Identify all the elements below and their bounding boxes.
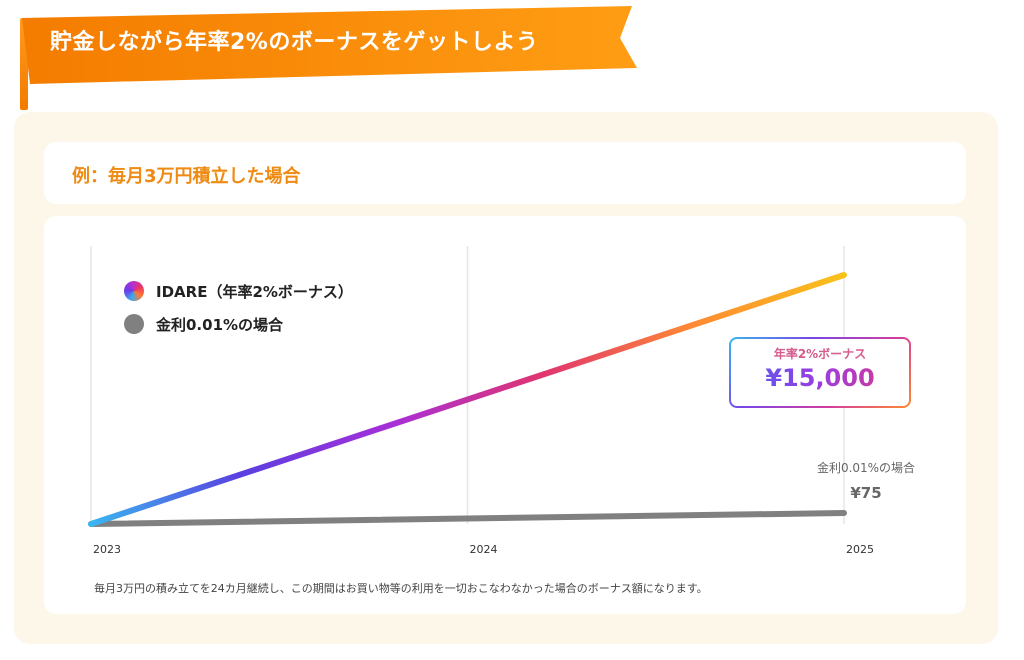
bank-annotation: 金利0.01%の場合 ¥75 bbox=[806, 460, 926, 502]
example-card: 例：毎月3万円積立した場合 bbox=[44, 142, 966, 204]
bank-annotation-label: 金利0.01%の場合 bbox=[816, 461, 916, 475]
chart-legend: IDARE（年率2%ボーナス） 金利0.01%の場合 bbox=[124, 280, 353, 346]
callout-value: ¥15,000 bbox=[731, 363, 909, 393]
callout-label: 年率2%ボーナス bbox=[773, 347, 867, 361]
banner-ribbon bbox=[22, 6, 637, 84]
legend-label-bank: 金利0.01%の場合 bbox=[156, 315, 284, 334]
bank-annotation-value: ¥75 bbox=[850, 484, 882, 502]
legend-item-idare: IDARE（年率2%ボーナス） bbox=[124, 280, 353, 302]
chart-footnote: 毎月3万円の積み立てを24カ月継続し、この期間はお買い物等の利用を一切おこなわな… bbox=[94, 582, 708, 595]
chart-card bbox=[44, 216, 966, 614]
bonus-callout: 年率2%ボーナス ¥15,000 bbox=[729, 337, 911, 408]
gradient-circle-icon bbox=[124, 281, 144, 301]
example-title: 例：毎月3万円積立した場合 bbox=[72, 166, 301, 187]
banner-title: 貯金しながら年率2%のボーナスをゲットしよう bbox=[50, 30, 539, 55]
gray-circle-icon bbox=[124, 314, 144, 334]
legend-item-bank: 金利0.01%の場合 bbox=[124, 313, 353, 335]
banner-pole bbox=[20, 18, 28, 110]
legend-label-idare: IDARE（年率2%ボーナス） bbox=[156, 282, 353, 301]
